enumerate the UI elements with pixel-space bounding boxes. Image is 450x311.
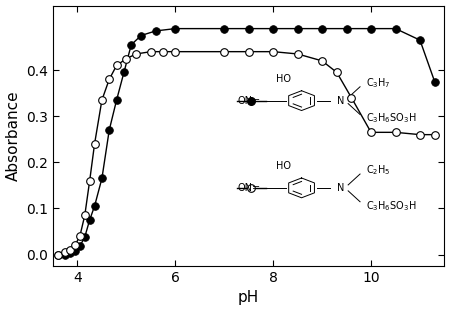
Text: HO: HO	[276, 74, 291, 84]
Text: C$_3$H$_6$SO$_3$H: C$_3$H$_6$SO$_3$H	[366, 112, 417, 125]
Text: N: N	[337, 95, 344, 106]
Text: ON=: ON=	[238, 95, 261, 106]
Text: ON=: ON=	[238, 183, 261, 193]
Text: HO: HO	[276, 161, 291, 171]
X-axis label: pH: pH	[238, 290, 259, 305]
Text: C$_3$H$_6$SO$_3$H: C$_3$H$_6$SO$_3$H	[366, 199, 417, 213]
Y-axis label: Absorbance: Absorbance	[5, 91, 21, 181]
Text: N: N	[337, 183, 344, 193]
Text: C$_3$H$_7$: C$_3$H$_7$	[366, 76, 391, 90]
Text: C$_2$H$_5$: C$_2$H$_5$	[366, 163, 391, 177]
